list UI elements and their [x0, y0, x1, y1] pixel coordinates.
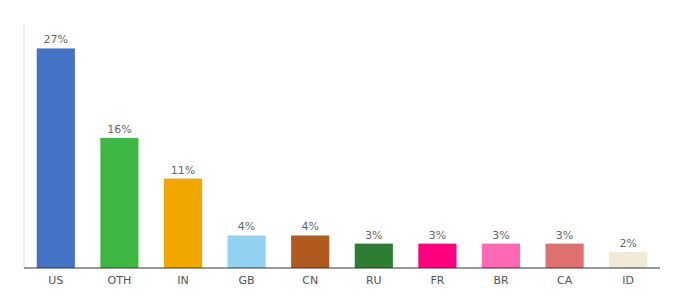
bar [418, 244, 456, 268]
bar [482, 244, 520, 268]
x-tick-label: US [48, 274, 63, 287]
data-label: 3% [492, 229, 509, 242]
bar [291, 235, 329, 268]
data-label: 3% [556, 229, 573, 242]
x-tick-label: FR [430, 274, 444, 287]
chart-container: 27% 16% 11% 4% 4% 3% 3% 3% 3% 2% US OTH IN GB CN RU FR BR… [0, 0, 680, 300]
x-tick-label: BR [493, 274, 509, 287]
data-label: 16% [107, 123, 131, 136]
bar [355, 244, 393, 268]
data-label: 2% [619, 237, 636, 250]
data-label: 27% [44, 33, 68, 46]
data-label: 4% [301, 220, 318, 233]
x-tick-label: GB [239, 274, 255, 287]
bar [609, 252, 647, 268]
bar [228, 235, 266, 268]
x-axis-line [24, 268, 660, 269]
x-ticks: US OTH IN GB CN RU FR BR CA ID [48, 274, 634, 287]
bar [100, 138, 138, 268]
x-tick-label: ID [622, 274, 634, 287]
bar [37, 48, 75, 268]
x-tick-label: IN [177, 274, 188, 287]
bar [164, 179, 202, 268]
chart-svg: 27% 16% 11% 4% 4% 3% 3% 3% 3% 2% US OTH IN GB CN RU FR BR… [0, 0, 680, 300]
x-tick-label: CA [557, 274, 573, 287]
x-tick-label: CN [302, 274, 318, 287]
data-label: 3% [429, 229, 446, 242]
data-label: 3% [365, 229, 382, 242]
data-label: 4% [238, 220, 255, 233]
bar [546, 244, 584, 268]
y-axis-line [24, 24, 25, 268]
data-labels: 27% 16% 11% 4% 4% 3% 3% 3% 3% 2% [44, 33, 637, 249]
x-tick-label: RU [366, 274, 382, 287]
bars [37, 48, 648, 268]
x-tick-label: OTH [108, 274, 132, 287]
data-label: 11% [171, 164, 195, 177]
